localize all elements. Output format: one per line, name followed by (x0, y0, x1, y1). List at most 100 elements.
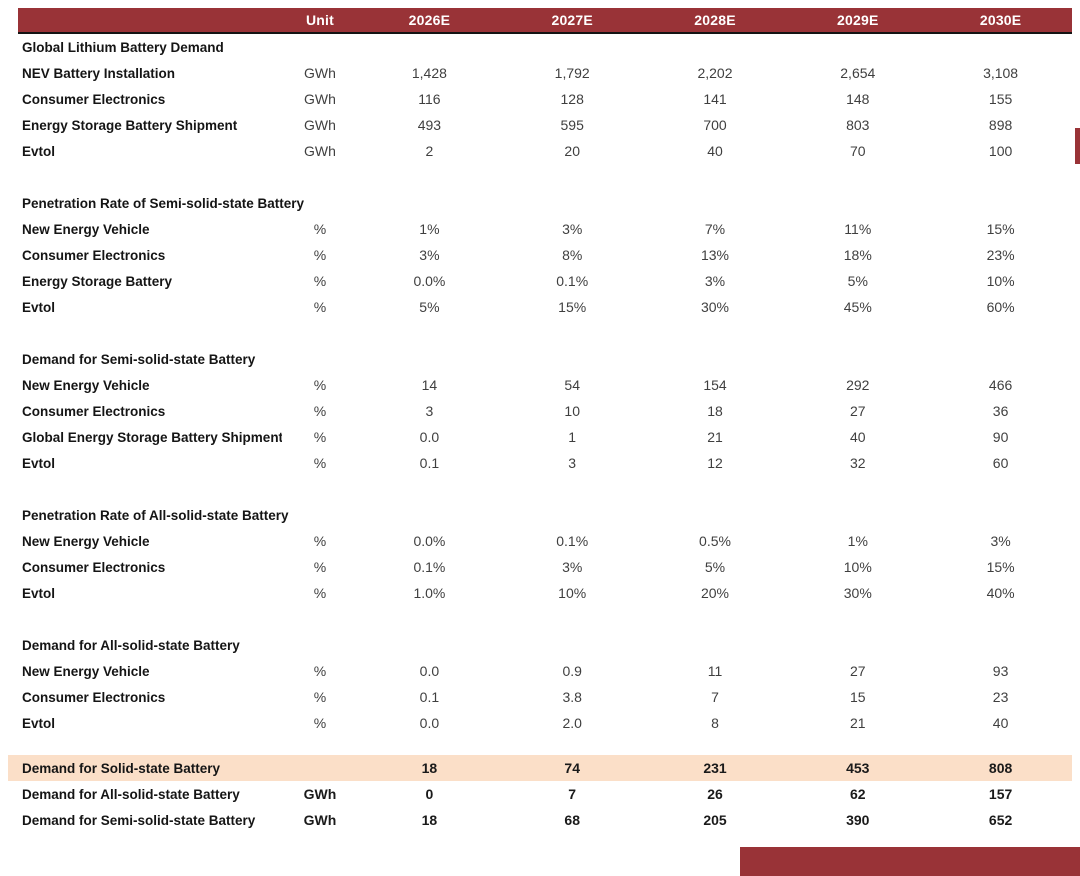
value-cell: 157 (988, 786, 1013, 802)
table-row: Consumer Electronics% 3% 8% 13% 18% 23% (18, 242, 1072, 268)
value-cell: 116 (418, 91, 441, 107)
table-row: Evtol% 5% 15% 30% 45% 60% (18, 294, 1072, 320)
value-cell: 148 (846, 91, 870, 107)
value-cell: 231 (703, 760, 727, 776)
value-cell: 23 (992, 689, 1009, 705)
value-cell: 898 (988, 117, 1013, 133)
unit-cell: % (313, 273, 327, 289)
value-cell: 70 (850, 143, 866, 159)
table-row: Consumer Electronics% 0.1% 3% 5% 10% 15% (18, 554, 1072, 580)
value-cell: 154 (703, 377, 727, 393)
right-edge-red-marker (1075, 128, 1080, 164)
value-cell: 803 (846, 117, 870, 133)
row-label: Demand for All-solid-state Battery (22, 786, 240, 802)
value-cell: 2.0 (562, 715, 582, 731)
value-cell: 493 (417, 117, 442, 133)
section-title: Penetration Rate of All-solid-state Batt… (22, 507, 289, 523)
unit-cell: % (313, 663, 327, 679)
value-cell: 7 (711, 689, 719, 705)
value-cell: 14 (421, 377, 438, 393)
value-cell: 3% (419, 247, 440, 263)
value-cell: 26 (707, 786, 723, 802)
value-cell: 1% (419, 221, 440, 237)
value-cell: 20 (564, 143, 580, 159)
value-cell: 0.0 (419, 715, 440, 731)
value-cell: 100 (988, 143, 1013, 159)
row-label: Energy Storage Battery (22, 273, 173, 289)
value-cell: 5% (419, 299, 440, 315)
value-cell: 0.1 (419, 689, 440, 705)
value-cell: 1 (568, 429, 577, 445)
value-cell: 21 (850, 715, 866, 731)
value-cell: 18% (843, 247, 872, 263)
table-row: Demand for All-solid-state Battery GWh 0 7 2… (18, 781, 1072, 807)
table-row: New Energy Vehicle% 1% 3% 7% 11% 15% (18, 216, 1072, 242)
row-label: Evtol (22, 299, 56, 315)
table-row: Consumer Electronics% 0.1 3.8 7 15 23 (18, 684, 1072, 710)
value-cell: 3 (568, 455, 577, 471)
section-title: Penetration Rate of Semi-solid-state Bat… (22, 195, 305, 211)
value-cell: 68 (564, 812, 580, 828)
header-cell-2029e: 2029E (837, 12, 879, 28)
value-cell: 652 (988, 812, 1013, 828)
table-row: New Energy Vehicle% 0.0% 0.1% 0.5% 1% 3% (18, 528, 1072, 554)
value-cell: 0.1% (556, 273, 589, 289)
table-row: Evtol% 0.1 3 12 32 60 (18, 450, 1072, 476)
section-spacer (18, 320, 1072, 346)
value-cell: 2,654 (840, 65, 876, 81)
unit-cell: % (313, 377, 327, 393)
value-cell: 0 (425, 786, 434, 802)
value-cell: 3 (425, 403, 434, 419)
value-cell: 15% (558, 299, 587, 315)
value-cell: 11 (707, 663, 723, 679)
value-cell: 21 (707, 429, 723, 445)
value-cell: 18 (421, 812, 438, 828)
table-row: Evtol% 1.0% 10% 20% 30% 40% (18, 580, 1072, 606)
value-cell: 74 (564, 760, 580, 776)
section-spacer (18, 476, 1072, 502)
value-cell: 7% (704, 221, 726, 237)
value-cell: 40 (992, 715, 1009, 731)
header-cell-2027e: 2027E (551, 12, 593, 28)
row-label: Demand for Semi-solid-state Battery (22, 812, 256, 828)
value-cell: 3% (562, 221, 583, 237)
row-label: Evtol (22, 455, 56, 471)
value-cell: 60% (986, 299, 1015, 315)
table-body: Global Lithium Battery Demand NEV Battery… (18, 34, 1072, 833)
table-row: Evtol GWh 2 20 40 70 100 (18, 138, 1072, 164)
value-cell: 141 (703, 91, 727, 107)
unit-cell: % (313, 221, 327, 237)
value-cell: 292 (846, 377, 870, 393)
unit-cell: GWh (304, 117, 336, 133)
header-cell-2030e: 2030E (979, 12, 1022, 28)
value-cell: 205 (703, 812, 727, 828)
value-cell: 5% (704, 559, 726, 575)
value-cell: 3% (562, 559, 583, 575)
table-row: Consumer Electronics GWh 116 128 141 148 155 (18, 86, 1072, 112)
header-cell-unit: Unit (305, 12, 334, 28)
value-cell: 15% (986, 221, 1015, 237)
table-header-row: Unit 2026E 2027E 2028E 2029E 2030E (18, 8, 1072, 34)
value-cell: 5% (847, 273, 868, 289)
value-cell: 10% (986, 273, 1015, 289)
row-label: Demand for Solid-state Battery (22, 760, 221, 776)
value-cell: 0.0% (413, 533, 446, 549)
unit-cell: % (313, 247, 327, 263)
row-label: Consumer Electronics (22, 403, 166, 419)
section-title: Global Lithium Battery Demand (22, 39, 224, 55)
value-cell: 20% (700, 585, 729, 601)
value-cell: 18 (421, 760, 438, 776)
value-cell: 40 (707, 143, 723, 159)
row-label: New Energy Vehicle (22, 533, 150, 549)
value-cell: 10 (564, 403, 580, 419)
value-cell: 23% (986, 247, 1015, 263)
unit-cell: GWh (304, 65, 336, 81)
value-cell: 0.0 (419, 663, 440, 679)
value-cell: 1.0% (413, 585, 446, 601)
value-cell: 12 (707, 455, 723, 471)
row-label: New Energy Vehicle (22, 221, 150, 237)
value-cell: 13% (700, 247, 729, 263)
value-cell: 0.5% (699, 533, 731, 549)
value-cell: 1,428 (411, 65, 447, 81)
